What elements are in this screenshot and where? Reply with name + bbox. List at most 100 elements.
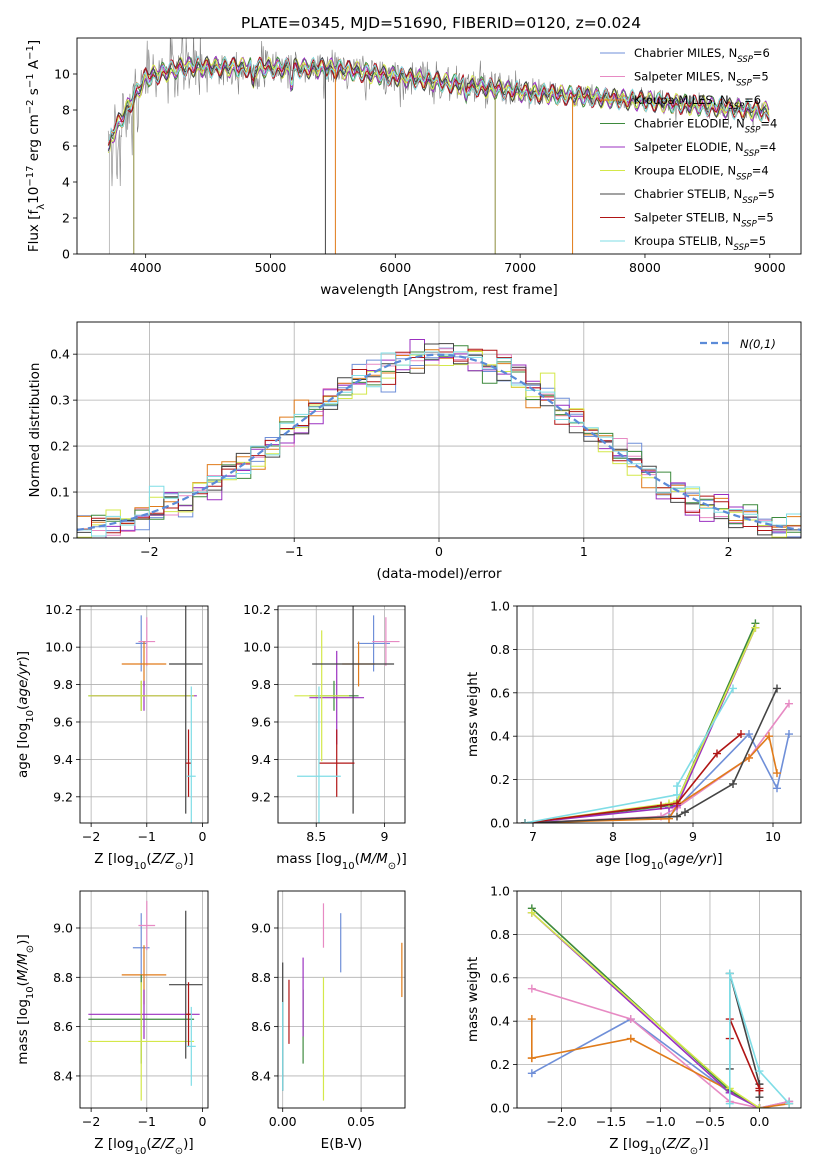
axis-label: mass [log10(M/M⊙)] bbox=[15, 934, 36, 1064]
axis-label-part: −17 bbox=[25, 166, 36, 187]
y-tick-label: 8.4 bbox=[251, 1068, 271, 1083]
x-tick-label: −0.5 bbox=[695, 1114, 725, 1129]
x-tick-label: 5000 bbox=[255, 260, 287, 275]
axis-label-part: 10 bbox=[25, 710, 36, 723]
weight-marker bbox=[657, 801, 665, 810]
weight-marker bbox=[673, 790, 681, 799]
panel-spectrum: 4000 5000 6000 7000 8000 9000 0 2 4 6 8 10 wavelengt… bbox=[25, 37, 802, 298]
weight-marker bbox=[751, 623, 760, 632]
y-tick-label: 0.0 bbox=[490, 1101, 510, 1116]
weight-marker bbox=[681, 808, 689, 817]
axes-frame bbox=[516, 890, 802, 1109]
axis-label-part: λ bbox=[36, 204, 47, 210]
axis-label-part: Z/Z bbox=[151, 1136, 176, 1152]
y-tick-label: 0.0 bbox=[490, 816, 510, 831]
legend-sub: SSP bbox=[734, 243, 750, 253]
axis-label-part: 10 bbox=[134, 1146, 147, 1157]
x-tick-label: 9 bbox=[381, 829, 389, 844]
axis-label-part: ] bbox=[26, 40, 42, 45]
error-bar-point-5 bbox=[88, 982, 195, 1101]
weight-marker bbox=[773, 784, 781, 793]
weight-marker bbox=[626, 1034, 635, 1043]
weight-marker bbox=[527, 1054, 536, 1063]
legend-text: Kroupa MILES, N bbox=[634, 93, 729, 107]
legend-text: Kroupa ELODIE, N bbox=[634, 164, 736, 178]
legend-text: Salpeter ELODIE, N bbox=[634, 140, 744, 154]
axes-frame bbox=[277, 890, 406, 1109]
y-tick-label: 0.2 bbox=[490, 1057, 510, 1072]
y-tick-label: 0.8 bbox=[490, 642, 510, 657]
legend-sub: SSP bbox=[737, 55, 753, 65]
axes-frame bbox=[277, 605, 406, 824]
legend-suffix: =4 bbox=[759, 140, 776, 154]
axis-label-part: age/yr bbox=[15, 660, 31, 705]
y-tick-label: 0.6 bbox=[490, 685, 510, 700]
legend-suffix: =4 bbox=[760, 117, 777, 131]
weight-series-2 bbox=[524, 734, 778, 823]
axis-label-part: )] bbox=[15, 934, 31, 945]
legend-text: Chabrier MILES, N bbox=[634, 46, 737, 60]
weight-series-5 bbox=[531, 912, 760, 1108]
weight-marker bbox=[527, 1015, 536, 1024]
axis-label: age [log10(age/yr)] bbox=[15, 651, 36, 778]
axis-label-part: ( bbox=[661, 1136, 666, 1152]
legend-sub: SSP bbox=[745, 126, 761, 136]
axis-label-part: )] bbox=[15, 651, 31, 662]
y-tick-label: 9.2 bbox=[53, 789, 73, 804]
axis-label-part: −1 bbox=[25, 45, 36, 60]
weight-marker bbox=[713, 749, 721, 758]
x-tick-label: −1.5 bbox=[596, 1114, 626, 1129]
weight-series-3 bbox=[531, 907, 760, 1108]
legend-sub: SSP bbox=[729, 102, 745, 112]
y-tick-label: 9.6 bbox=[53, 714, 73, 729]
axes-frame bbox=[79, 605, 209, 824]
legend-entry-3: Chabrier ELODIE, NSSP=4 bbox=[634, 117, 777, 136]
weight-series-3 bbox=[524, 623, 757, 823]
weight-series-2 bbox=[531, 1019, 790, 1108]
y-tick-label: 9.8 bbox=[53, 677, 73, 692]
weight-marker bbox=[729, 684, 737, 693]
y-tick-label: 10.0 bbox=[45, 640, 73, 655]
legend-entry-0: Chabrier MILES, NSSP=6 bbox=[634, 46, 770, 65]
weight-marker bbox=[665, 814, 673, 823]
weight-marker bbox=[765, 732, 773, 741]
weight-marker bbox=[521, 819, 529, 823]
y-tick-label: 1.0 bbox=[490, 884, 510, 899]
y-tick-label: 8.4 bbox=[53, 1068, 73, 1083]
x-tick-label: 2 bbox=[725, 544, 733, 559]
axis-label-part: mass [log bbox=[276, 851, 342, 867]
plot-content bbox=[77, 339, 801, 538]
legend-suffix: =5 bbox=[758, 187, 775, 201]
weight-marker bbox=[773, 684, 781, 693]
x-tick-label: 0 bbox=[198, 1114, 206, 1129]
axis-label-part: )] bbox=[698, 1136, 709, 1152]
weight-marker bbox=[785, 730, 793, 739]
y-tick-label: 10.2 bbox=[45, 602, 73, 617]
y-tick-label: 8.8 bbox=[251, 970, 271, 985]
axis-label-part: Flux [f bbox=[26, 209, 42, 253]
weight-marker bbox=[755, 1086, 764, 1095]
x-tick-label: 8.5 bbox=[306, 829, 326, 844]
axis-label-part: −2 bbox=[25, 99, 36, 114]
x-tick-label: −1 bbox=[138, 829, 156, 844]
axis-label-part: erg cm bbox=[26, 114, 42, 165]
x-axis-label: wavelength [Angstrom, rest frame] bbox=[320, 282, 558, 298]
error-bar-point-6 bbox=[169, 910, 203, 1059]
axis-label-part: age [log bbox=[15, 723, 31, 778]
y-tick-label: 4 bbox=[62, 175, 70, 190]
axis-label-part: 10 bbox=[25, 986, 36, 999]
weight-marker bbox=[755, 1104, 764, 1108]
legend-entry-7: Salpeter STELIB, NSSP=5 bbox=[634, 211, 774, 230]
x-axis-label: E(B-V) bbox=[321, 1136, 363, 1152]
legend-sub: SSP bbox=[744, 149, 760, 159]
axis-label-part: ( bbox=[355, 851, 360, 867]
y-tick-label: 0 bbox=[62, 247, 70, 262]
model-spectrum-8 bbox=[107, 55, 770, 142]
y-tick-label: 9.8 bbox=[251, 677, 271, 692]
axis-label: mass [log10(M/M⊙)] bbox=[276, 851, 406, 872]
error-bar-point-7 bbox=[318, 729, 355, 797]
axis-label-part: Z/Z bbox=[666, 1136, 691, 1152]
error-bar-point-2 bbox=[121, 641, 167, 687]
axis-label: Z [log10(Z/Z⊙)] bbox=[94, 1136, 193, 1157]
